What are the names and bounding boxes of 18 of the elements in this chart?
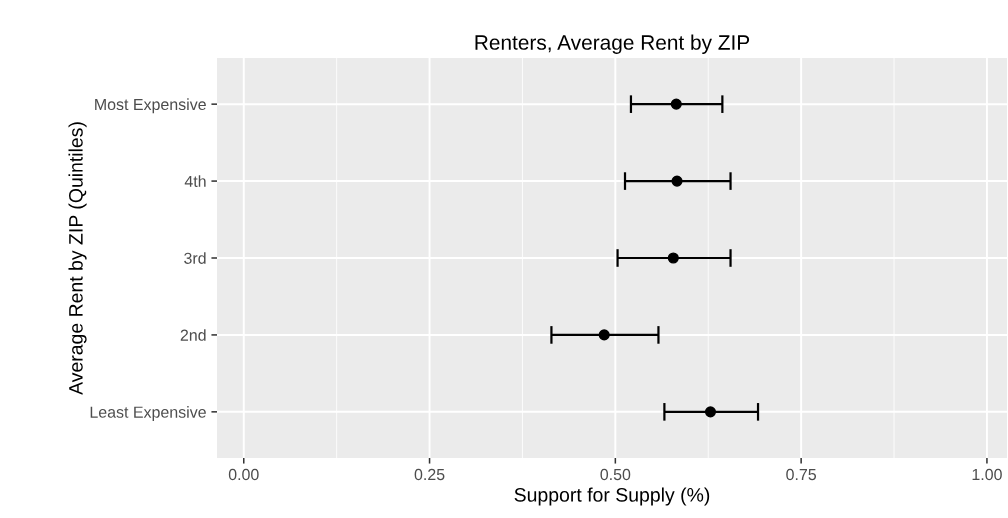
point: [704, 406, 717, 418]
y-tick-label: Least Expensive: [90, 406, 206, 421]
point: [598, 329, 610, 341]
x-tick-label: 1.00: [972, 468, 1002, 481]
y-tick-label: 2nd: [180, 329, 206, 341]
point: [671, 175, 683, 187]
y-tick-label: 4th: [184, 175, 206, 187]
x-tick-label: 0.50: [600, 468, 631, 481]
x-tick-label: 0.00: [228, 468, 259, 481]
point: [670, 98, 682, 110]
y-axis-title: Average Rent by ZIP (Quintiles): [68, 122, 87, 395]
x-tick-label: 0.25: [414, 468, 445, 481]
chart-title: Renters, Average Rent by ZIP: [475, 34, 750, 54]
x-tick-label: 0.75: [786, 468, 817, 481]
point: [667, 252, 679, 264]
x-axis-title: Support for Supply (%): [514, 487, 710, 506]
y-tick-label: 3rd: [184, 252, 206, 264]
y-tick-label: Most Expensive: [95, 98, 206, 114]
